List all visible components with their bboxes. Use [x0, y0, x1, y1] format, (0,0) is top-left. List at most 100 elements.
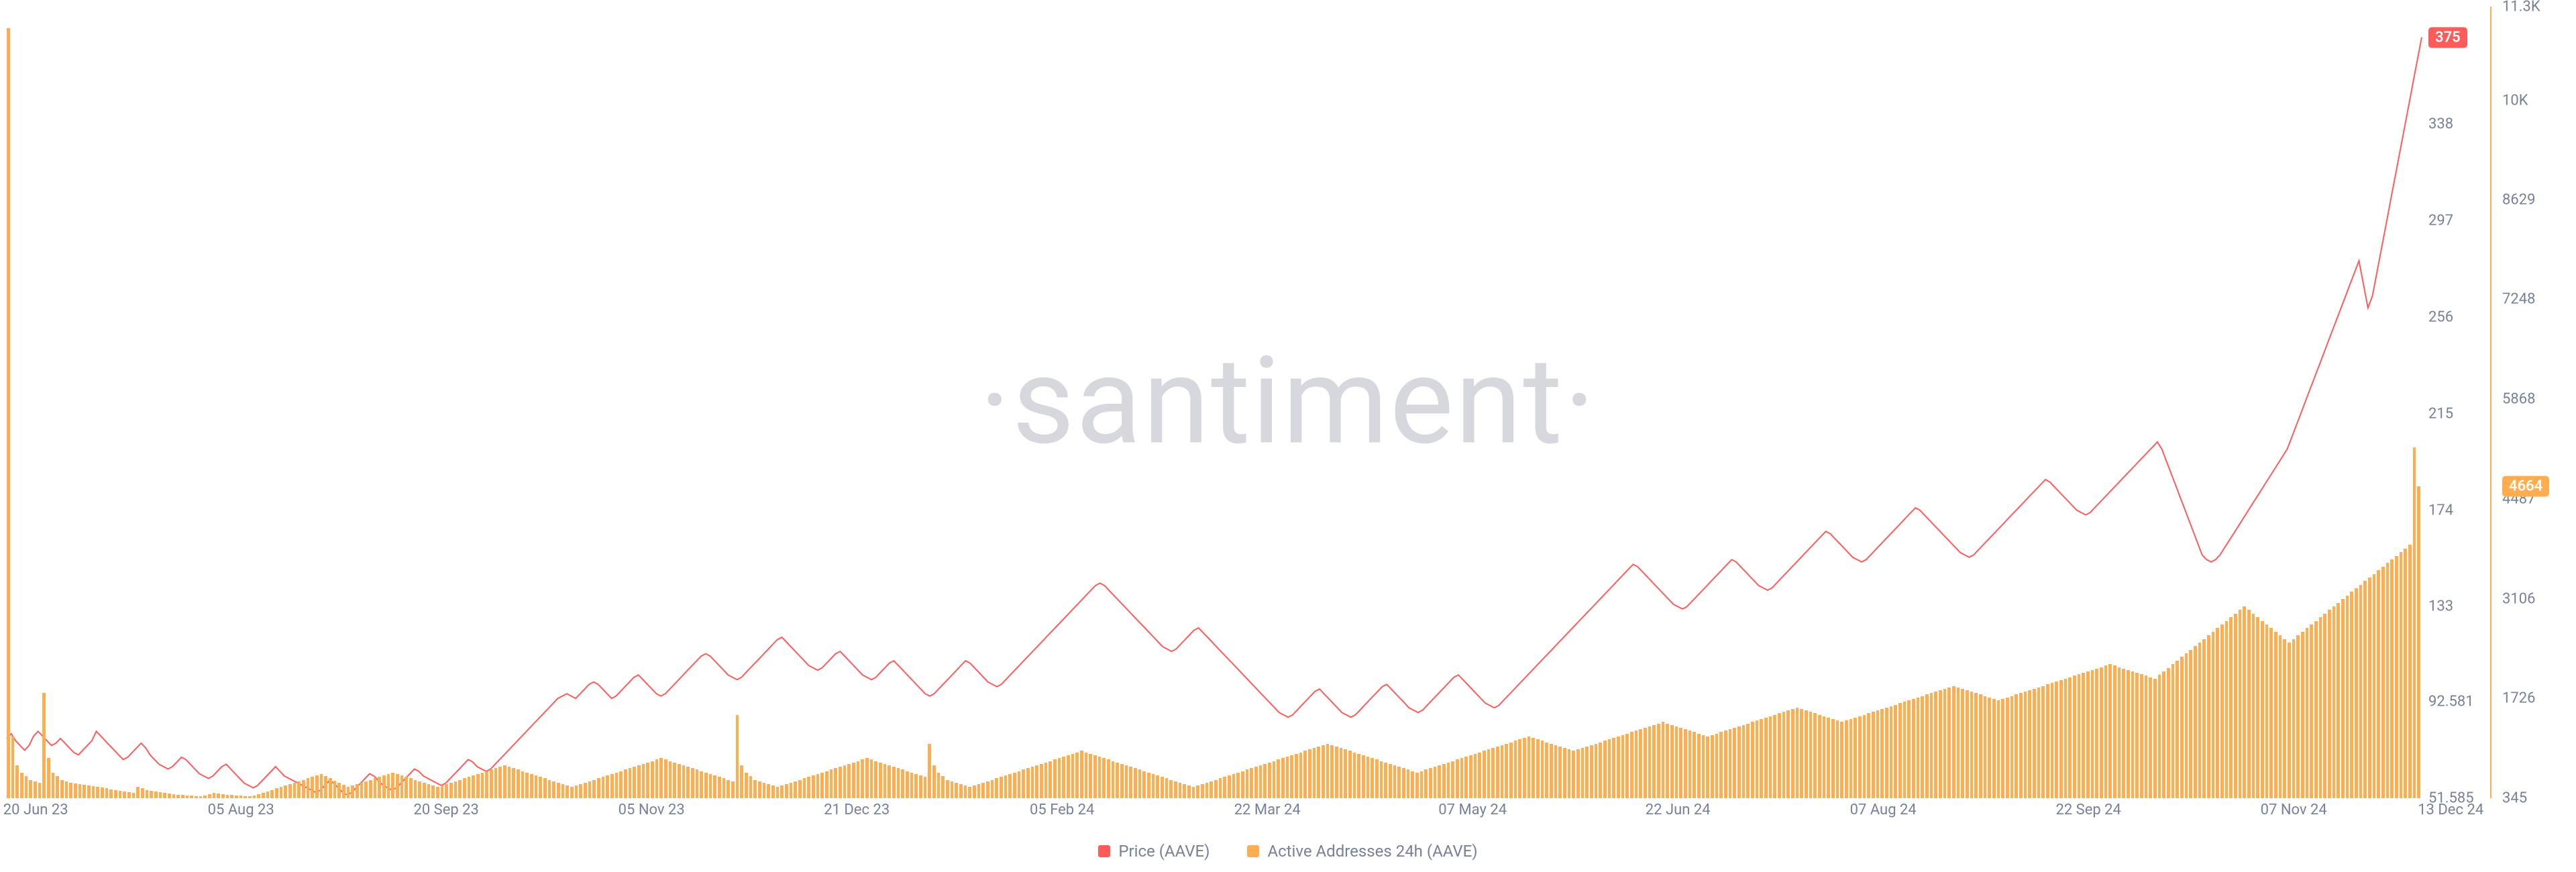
address-bar: [651, 761, 654, 798]
address-bar: [1438, 765, 1441, 798]
address-bar: [1348, 751, 1352, 798]
address-bar: [700, 771, 703, 798]
address-bar: [548, 780, 551, 798]
address-bar: [1867, 713, 1870, 798]
address-bar: [490, 769, 493, 798]
address-bar: [1599, 743, 1602, 798]
address-bar: [47, 758, 50, 798]
address-bar: [1478, 753, 1481, 798]
address-bar: [1062, 757, 1065, 798]
address-bar: [847, 764, 851, 798]
address-bar: [512, 768, 515, 798]
address-bar: [159, 792, 162, 798]
address-bar: [1957, 688, 1960, 798]
y-tick-price: 256: [2428, 309, 2453, 325]
address-bar: [1554, 745, 1558, 798]
address-bar: [771, 785, 775, 798]
address-bar: [2274, 632, 2277, 798]
address-bar: [168, 794, 171, 798]
address-bar: [1662, 722, 1665, 798]
address-bar: [1058, 758, 1061, 798]
address-bar: [731, 781, 735, 798]
address-bar: [1335, 747, 1338, 798]
address-bar: [1697, 734, 1701, 798]
address-bar: [758, 781, 761, 798]
address-bar: [1523, 738, 1526, 798]
address-bar: [2408, 545, 2412, 798]
address-bar: [1505, 744, 1508, 798]
address-bar: [968, 787, 971, 798]
address-bar: [1000, 777, 1003, 798]
address-bar: [1930, 693, 1933, 798]
y-tick-price: 92.581: [2428, 694, 2474, 710]
address-bar: [378, 777, 381, 798]
address-bar: [2400, 552, 2403, 798]
address-bar: [320, 774, 323, 798]
address-bar: [2225, 621, 2229, 798]
address-bar: [2100, 667, 2103, 798]
address-bar: [2381, 567, 2385, 798]
address-bar: [1013, 773, 1016, 798]
address-bar: [311, 777, 314, 798]
address-bar: [302, 780, 305, 798]
address-bar: [1952, 686, 1955, 798]
address-bar: [239, 796, 243, 798]
address-bar: [1483, 751, 1486, 798]
address-bar: [1688, 730, 1692, 798]
address-bar: [1769, 716, 1772, 798]
address-bar: [1085, 753, 1088, 798]
y-tick-addresses: 8629: [2502, 191, 2535, 208]
address-bar: [485, 771, 488, 798]
address-bar: [2153, 679, 2157, 798]
address-bar: [870, 759, 873, 798]
address-bar: [342, 785, 345, 798]
address-bar: [1022, 769, 1025, 798]
address-bar: [696, 769, 699, 798]
address-bar: [2082, 673, 2085, 798]
chart-container: ·santiment· 20 Jun 2305 Aug 2320 Sep 230…: [0, 0, 2576, 872]
address-bar: [767, 784, 770, 798]
address-bar: [1026, 768, 1030, 798]
address-bar: [1340, 748, 1343, 798]
plot-area[interactable]: [7, 7, 2422, 798]
address-bar: [1760, 719, 1763, 798]
address-bar: [1550, 744, 1553, 798]
address-bar: [1281, 758, 1285, 798]
address-bar: [1630, 732, 1633, 798]
address-bar: [2386, 563, 2390, 798]
address-bar: [1724, 730, 1727, 798]
address-bar: [637, 765, 641, 798]
address-bar: [396, 774, 399, 798]
legend-item-price: Price (AAVE): [1098, 842, 1210, 861]
address-bar: [2337, 603, 2340, 798]
address-bar: [1652, 725, 1656, 798]
address-bar: [566, 785, 569, 798]
address-bar: [790, 783, 793, 798]
x-axis: 20 Jun 2305 Aug 2320 Sep 2305 Nov 2321 D…: [7, 802, 2422, 828]
address-bar: [1268, 763, 1271, 798]
address-bar: [1532, 738, 1535, 798]
address-bar: [530, 774, 533, 798]
address-bar: [1536, 739, 1540, 798]
address-bar: [2239, 610, 2242, 798]
address-bar: [1518, 739, 1521, 798]
address-bar: [1407, 769, 1410, 798]
address-bar: [914, 774, 918, 798]
address-bar: [1898, 703, 1902, 798]
address-bar: [1805, 710, 1808, 798]
address-bar: [928, 744, 931, 798]
address-bar: [624, 769, 627, 798]
address-bar: [364, 781, 368, 798]
address-bar: [861, 759, 864, 798]
address-bar: [763, 783, 766, 798]
address-bar: [2212, 632, 2215, 798]
legend-label-price: Price (AAVE): [1118, 842, 1210, 861]
address-bar: [678, 764, 681, 798]
address-bar: [1201, 784, 1204, 798]
legend-swatch-price: [1098, 845, 1110, 857]
address-bar: [1648, 726, 1652, 798]
address-bar: [749, 776, 753, 798]
address-bar: [374, 778, 377, 798]
address-bar: [2180, 657, 2184, 798]
address-bar: [1098, 757, 1102, 798]
